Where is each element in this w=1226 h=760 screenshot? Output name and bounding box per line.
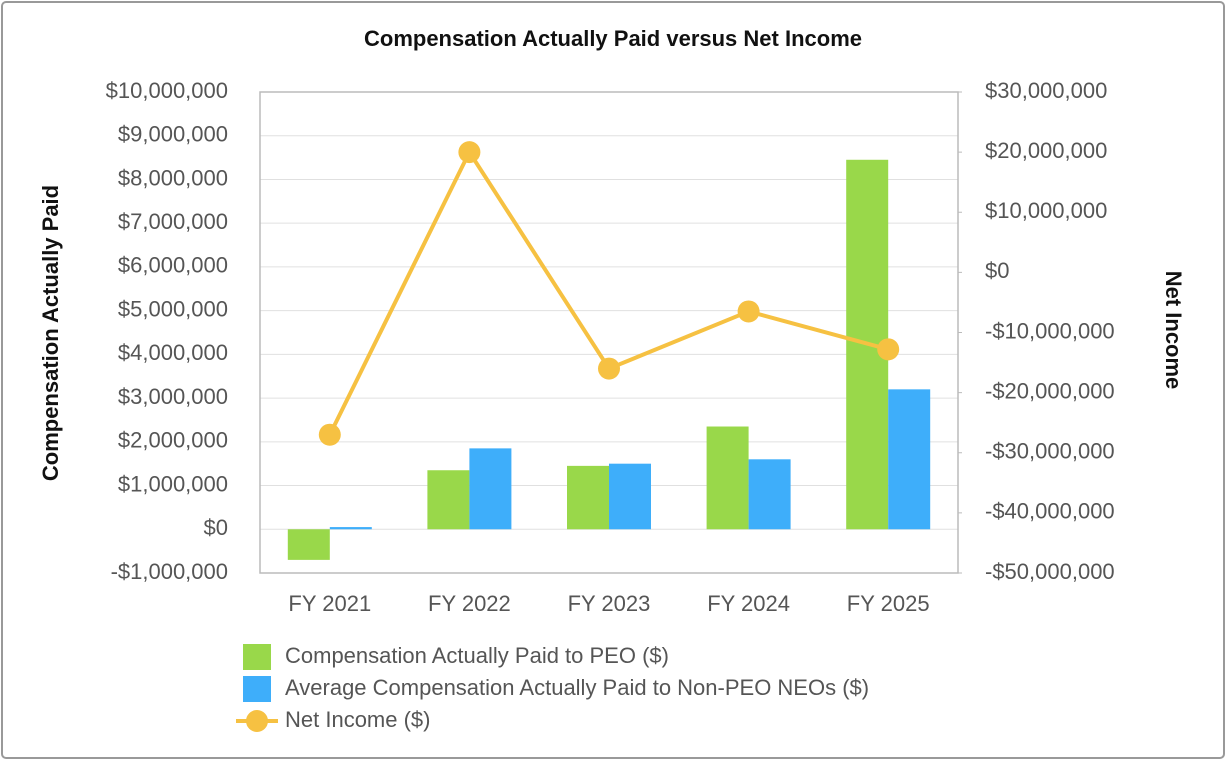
chart-title: Compensation Actually Paid versus Net In… bbox=[364, 26, 862, 51]
y2-tick-label: -$10,000,000 bbox=[985, 318, 1115, 343]
x-tick-label: FY 2024 bbox=[707, 591, 790, 616]
marker bbox=[737, 300, 760, 323]
y-tick-label: $9,000,000 bbox=[118, 122, 228, 147]
legend-label: Compensation Actually Paid to PEO ($) bbox=[285, 643, 669, 668]
y-tick-label: $10,000,000 bbox=[106, 78, 228, 103]
marker bbox=[877, 338, 900, 361]
y-tick-label: $1,000,000 bbox=[118, 471, 228, 496]
bar bbox=[329, 527, 372, 530]
y-tick-label: $2,000,000 bbox=[118, 428, 228, 453]
bar bbox=[748, 459, 791, 530]
y2-tick-label: -$50,000,000 bbox=[985, 559, 1115, 584]
y-tick-label: $7,000,000 bbox=[118, 209, 228, 234]
y2-tick-label: $30,000,000 bbox=[985, 78, 1107, 103]
legend-label: Net Income ($) bbox=[285, 707, 431, 732]
bar bbox=[287, 529, 330, 560]
y2-tick-label: $20,000,000 bbox=[985, 138, 1107, 163]
marker bbox=[598, 357, 620, 380]
y-tick-label: -$1,000,000 bbox=[111, 559, 228, 584]
x-tick-label: FY 2025 bbox=[847, 591, 930, 616]
y-tick-label: $5,000,000 bbox=[118, 296, 228, 321]
plot-area bbox=[259, 91, 959, 574]
y-axis-title: Compensation Actually Paid bbox=[38, 185, 63, 481]
legend-marker bbox=[246, 710, 268, 732]
legend-label: Average Compensation Actually Paid to No… bbox=[285, 675, 869, 700]
y-tick-label: $4,000,000 bbox=[118, 340, 228, 365]
marker bbox=[458, 141, 481, 164]
y2-tick-label: -$30,000,000 bbox=[985, 439, 1115, 464]
x-tick-label: FY 2021 bbox=[288, 591, 371, 616]
y-tick-label: $3,000,000 bbox=[118, 384, 228, 409]
y2-tick-label: -$40,000,000 bbox=[985, 499, 1115, 524]
y2-tick-label: $0 bbox=[985, 258, 1009, 283]
bar bbox=[609, 463, 651, 530]
bar bbox=[427, 470, 470, 530]
y2-axis-title: Net Income bbox=[1161, 271, 1186, 390]
x-tick-label: FY 2022 bbox=[428, 591, 511, 616]
bar bbox=[469, 448, 512, 530]
y-tick-label: $6,000,000 bbox=[118, 253, 228, 278]
y2-tick-label: $10,000,000 bbox=[985, 198, 1107, 223]
y2-tick-label: -$20,000,000 bbox=[985, 378, 1115, 403]
legend-swatch bbox=[243, 676, 271, 702]
y-tick-label: $8,000,000 bbox=[118, 165, 228, 190]
legend-swatch bbox=[243, 644, 271, 670]
x-tick-label: FY 2023 bbox=[568, 591, 651, 616]
marker bbox=[318, 423, 341, 446]
y-tick-label: $0 bbox=[204, 515, 228, 540]
bar bbox=[567, 465, 609, 530]
bar bbox=[706, 426, 749, 530]
bar bbox=[888, 389, 931, 530]
